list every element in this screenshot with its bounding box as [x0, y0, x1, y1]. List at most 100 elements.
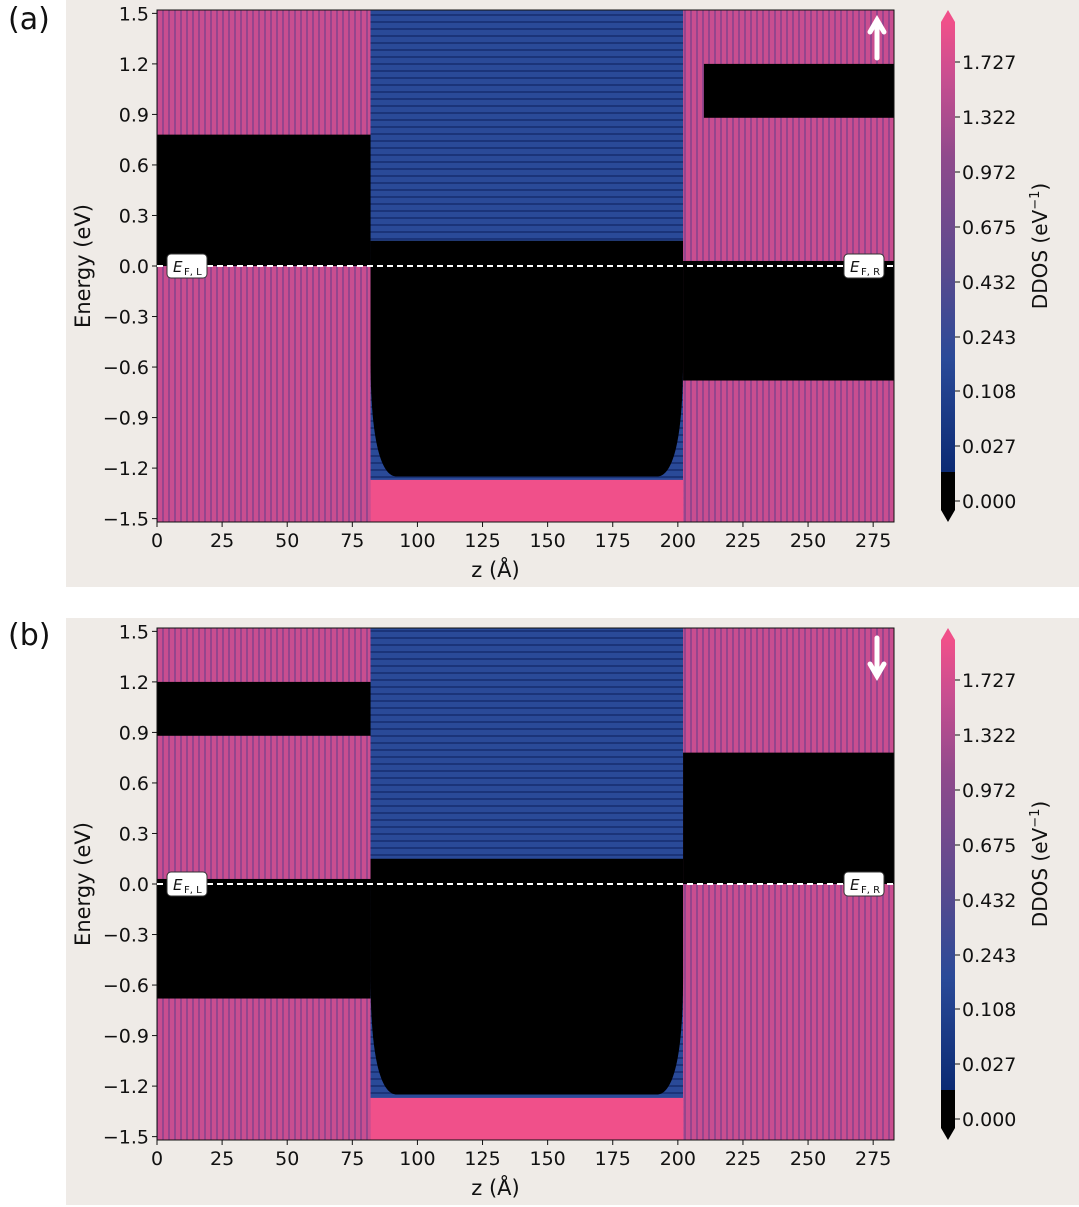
colorbar-top-extend — [941, 10, 955, 22]
colorbar-tick-label: 0.972 — [962, 780, 1016, 802]
x-tick-label: 175 — [595, 530, 631, 552]
y-tick-label: −0.9 — [103, 408, 149, 430]
y-tick-label: −0.3 — [103, 307, 149, 329]
x-tick-label: 0 — [151, 530, 163, 552]
y-tick-label: 0.3 — [119, 205, 149, 227]
down-arrow-icon — [867, 635, 887, 681]
x-tick-label: 75 — [340, 530, 364, 552]
x-tick-label: 100 — [399, 1148, 435, 1170]
colorbar-tick-label: 1.727 — [962, 670, 1016, 692]
fermi-label-right-box — [843, 253, 885, 279]
y-tick-label: 1.5 — [119, 3, 149, 25]
y-tick-label: 1.2 — [119, 54, 149, 76]
x-tick-label: 50 — [275, 530, 299, 552]
colorbar-tick-label: 0.972 — [962, 162, 1016, 184]
colorbar-label: DDOS (eV−1) — [1028, 801, 1052, 927]
fermi-label-right-text: E — [850, 258, 860, 276]
fermi-label-right: E F, R — [843, 253, 885, 279]
fermi-label-left: E F, L — [166, 253, 208, 279]
left-lead-gap — [157, 878, 371, 999]
x-tick-label: 200 — [660, 1148, 696, 1170]
x-tick-label: 200 — [660, 530, 696, 552]
colorbar-tick-label: 0.108 — [962, 381, 1016, 403]
y-tick-label: −1.2 — [103, 1076, 149, 1098]
right-lead-gap — [683, 260, 894, 381]
colorbar-bottom-extend — [941, 510, 955, 522]
barrier-gap-region — [370, 240, 684, 477]
y-tick-label: −1.5 — [103, 509, 149, 531]
panel-b-label: (b) — [8, 618, 51, 653]
up-arrow-icon — [867, 15, 887, 61]
x-tick-label: 0 — [151, 1148, 163, 1170]
x-tick-label: 250 — [790, 1148, 826, 1170]
colorbar-tick-label: 1.727 — [962, 52, 1016, 74]
barrier-valence-band — [370, 479, 684, 522]
colorbar-zero-section — [941, 472, 955, 510]
x-tick-label: 25 — [210, 1148, 234, 1170]
fermi-label-right-text: E — [850, 876, 860, 894]
y-tick-label: 0.3 — [119, 823, 149, 845]
y-tick-label: 0.9 — [119, 722, 149, 744]
right-lead-upper-gap — [703, 63, 894, 118]
fermi-label-left-text: E — [173, 258, 183, 276]
y-tick-label: −0.3 — [103, 925, 149, 947]
y-tick-label: 0.6 — [119, 773, 149, 795]
x-tick-label: 250 — [790, 530, 826, 552]
colorbar-tick-label: 0.243 — [962, 945, 1016, 967]
x-tick-label: 175 — [595, 1148, 631, 1170]
fermi-label-right: E F, R — [843, 871, 885, 897]
fermi-label-left-subscript: F, L — [184, 267, 202, 278]
x-tick-label: 275 — [855, 530, 891, 552]
y-tick-label: −0.6 — [103, 357, 149, 379]
fermi-label-left-box — [166, 871, 208, 897]
colorbar-tick-label: 0.432 — [962, 890, 1016, 912]
barrier-gap-region — [370, 858, 684, 1095]
colorbar-label: DDOS (eV−1) — [1028, 183, 1052, 309]
x-tick-label: 275 — [855, 1148, 891, 1170]
x-tick-label: 50 — [275, 1148, 299, 1170]
y-tick-label: 0.9 — [119, 104, 149, 126]
colorbar-gradient — [941, 640, 955, 1090]
left-lead-gap — [157, 134, 371, 266]
x-axis-label: z (Å) — [471, 556, 519, 582]
fermi-label-right-box — [843, 871, 885, 897]
x-tick-label: 225 — [725, 530, 761, 552]
colorbar-tick-label: 0.675 — [962, 217, 1016, 239]
x-tick-label: 75 — [340, 1148, 364, 1170]
panel-a-label: (a) — [8, 2, 50, 37]
colorbar-top-extend — [941, 628, 955, 640]
fermi-label-right-subscript: F, R — [861, 267, 880, 278]
y-tick-label: 0.0 — [119, 256, 149, 278]
panel-a-chart: E F, L E F, R0 25 50 75 100 125 150 175 200 225 250 27… — [71, 3, 1052, 582]
colorbar-tick-label: 0.432 — [962, 272, 1016, 294]
y-tick-label: 1.2 — [119, 672, 149, 694]
x-tick-label: 150 — [530, 530, 566, 552]
colorbar-tick-label: 0.027 — [962, 436, 1016, 458]
y-tick-label: 0.6 — [119, 155, 149, 177]
x-tick-label: 25 — [210, 530, 234, 552]
x-tick-label: 150 — [530, 1148, 566, 1170]
colorbar-tick-label: 0.027 — [962, 1054, 1016, 1076]
x-tick-label: 100 — [399, 530, 435, 552]
colorbar-tick-label: 0.243 — [962, 327, 1016, 349]
y-tick-label: −0.6 — [103, 975, 149, 997]
fermi-label-left-subscript: F, L — [184, 885, 202, 896]
colorbar-tick-label: 1.322 — [962, 725, 1016, 747]
colorbar-tick-label: 0.675 — [962, 835, 1016, 857]
barrier-upper-region — [370, 628, 684, 859]
fermi-label-left: E F, L — [166, 871, 208, 897]
x-tick-label: 125 — [464, 1148, 500, 1170]
y-tick-label: −0.9 — [103, 1026, 149, 1048]
x-tick-label: 225 — [725, 1148, 761, 1170]
colorbar-tick-label: 0.000 — [962, 491, 1016, 513]
y-axis-label: Energy (eV) — [71, 822, 95, 946]
x-axis-label: z (Å) — [471, 1174, 519, 1200]
right-lead-gap — [683, 752, 894, 884]
barrier-upper-region — [370, 10, 684, 241]
x-tick-label: 125 — [464, 530, 500, 552]
y-tick-label: −1.2 — [103, 458, 149, 480]
colorbar-tick-label: 1.322 — [962, 107, 1016, 129]
colorbar-tick-label: 0.108 — [962, 999, 1016, 1021]
left-lead-upper-gap — [157, 681, 371, 736]
